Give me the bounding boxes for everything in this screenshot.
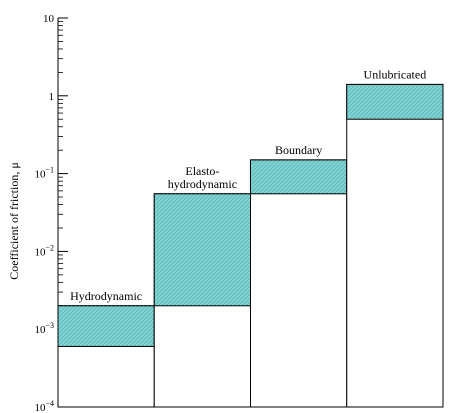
bar-column	[346, 83, 444, 408]
friction-band	[57, 305, 155, 347]
category-label: Boundary	[275, 143, 322, 157]
friction-band	[250, 159, 348, 195]
category-label: Elasto-hydrodynamic	[168, 164, 237, 191]
y-tick-label: 10	[43, 13, 55, 25]
category-label: Hydrodynamic	[70, 289, 142, 303]
bar-column	[250, 159, 348, 408]
category-label: Unlubricated	[364, 67, 427, 81]
y-tick-label: 1	[49, 91, 55, 103]
y-tick-label: 10−4	[34, 399, 54, 413]
y-tick-label: 10−3	[34, 321, 54, 336]
y-axis-label: Coefficient of friction, μ	[7, 162, 21, 280]
friction-band	[153, 193, 251, 307]
y-tick-label: 10−2	[34, 243, 54, 258]
y-tick-label: 10−1	[34, 166, 54, 181]
friction-band	[346, 83, 444, 120]
bars	[57, 83, 444, 408]
category-labels: Hydrodynamic Elasto-hydrodynamic Boundary U…	[70, 67, 426, 302]
